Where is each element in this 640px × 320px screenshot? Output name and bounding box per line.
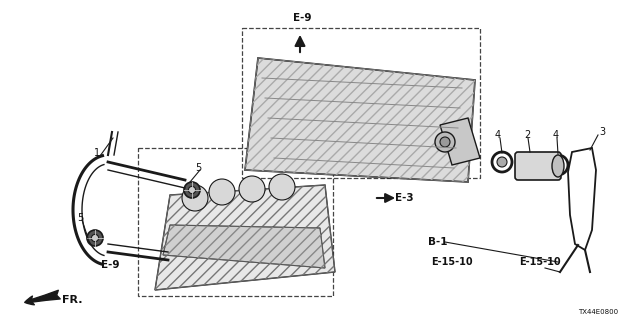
Bar [138,148,333,296]
Text: 4: 4 [495,130,501,140]
Ellipse shape [552,155,564,177]
Text: 4: 4 [553,130,559,140]
Text: B-1: B-1 [428,237,448,247]
Text: 5: 5 [195,163,201,173]
Text: FR.: FR. [61,295,83,305]
Text: 5: 5 [77,213,83,223]
Bar [242,28,480,178]
Circle shape [553,160,563,170]
Circle shape [182,185,208,211]
Circle shape [497,157,507,167]
Text: 3: 3 [599,127,605,137]
Polygon shape [440,118,480,165]
Circle shape [435,132,455,152]
Text: E-9: E-9 [100,260,119,270]
Text: E-3: E-3 [395,193,413,203]
Text: E-15-10: E-15-10 [519,257,561,267]
Text: E-15-10: E-15-10 [431,257,473,267]
Circle shape [92,234,99,242]
Circle shape [87,230,103,246]
Circle shape [209,179,235,205]
Circle shape [184,182,200,198]
Circle shape [440,137,450,147]
Circle shape [188,186,196,194]
Circle shape [269,174,295,200]
Polygon shape [245,58,475,182]
Text: E-9: E-9 [292,13,311,23]
Polygon shape [155,185,335,290]
Circle shape [239,176,265,202]
Text: TX44E0800: TX44E0800 [578,309,618,315]
FancyBboxPatch shape [515,152,561,180]
Text: 2: 2 [524,130,530,140]
Text: 1: 1 [94,148,100,158]
Polygon shape [163,225,325,268]
